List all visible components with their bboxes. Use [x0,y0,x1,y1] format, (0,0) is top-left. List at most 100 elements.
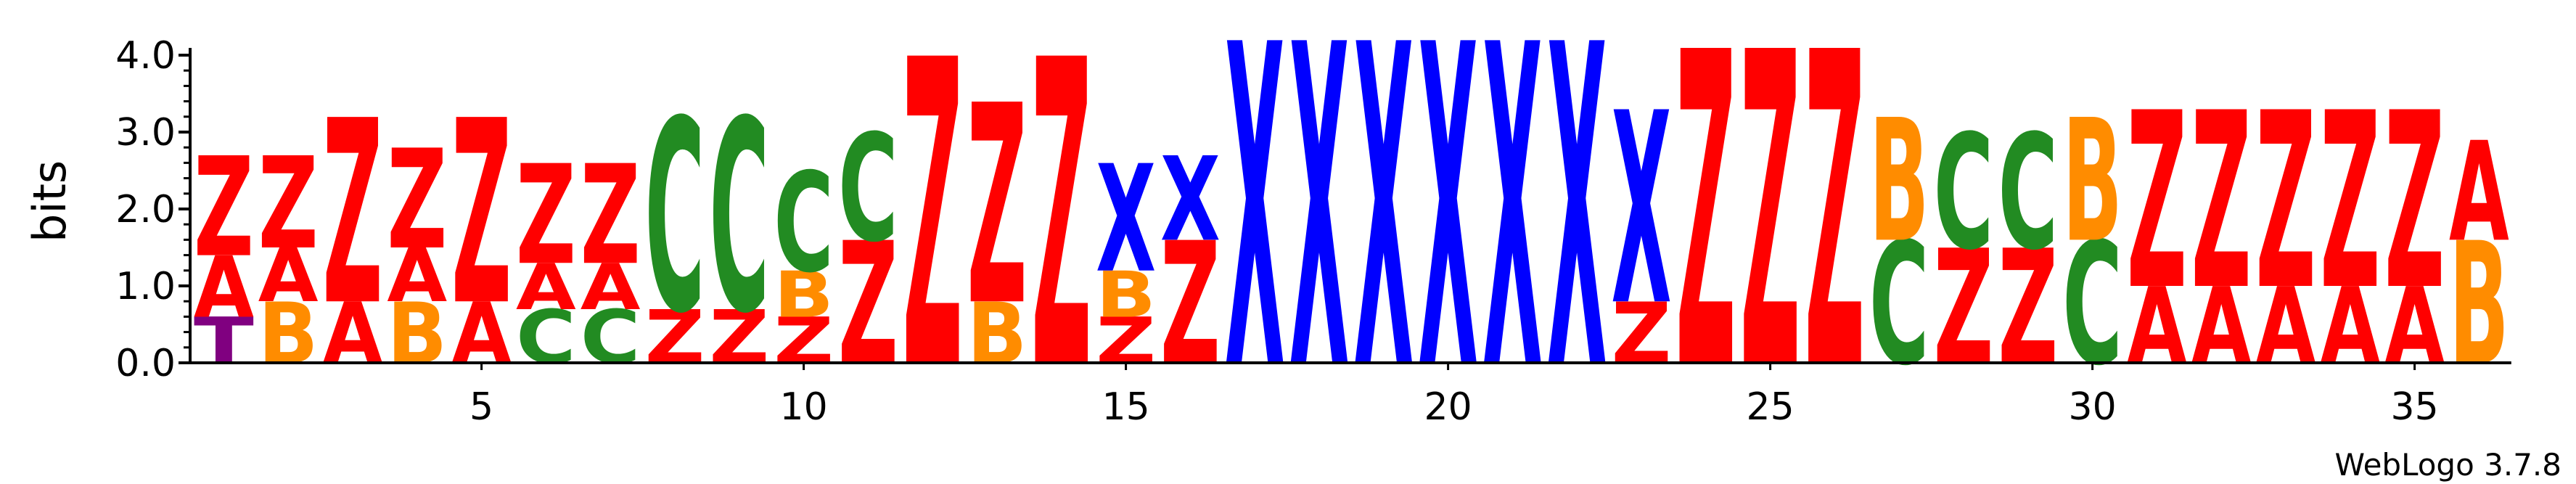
logo-letter-z: Z [387,120,447,280]
svg-text:Z: Z [2320,61,2380,343]
logo-letter-x: X [1353,0,1414,468]
logo-letter-c: C [1998,101,2058,285]
logo-letter-x: X [1289,0,1350,468]
logo-letter-z: Z [451,67,512,362]
logo-letter-z: Z [2384,61,2445,343]
logo-letter-b: B [967,285,1027,383]
logo-letter-c: C [581,295,641,380]
logo-letter-c: C [2062,207,2122,403]
logo-letter-b: B [1096,259,1156,332]
y-axis-label: bits [23,160,76,242]
logo-letter-b: B [387,285,447,383]
logo-letter-a: A [2320,266,2380,389]
logo-letter-a: A [194,239,254,337]
svg-text:Z: Z [581,136,641,295]
logo-letter-z: Z [903,0,963,462]
svg-text:C: C [581,295,641,380]
svg-text:C: C [1998,101,2058,285]
svg-text:X: X [1160,134,1221,268]
logo-letter-b: B [774,259,834,332]
logo-letter-z: Z [516,136,576,295]
svg-text:Z: Z [709,295,769,381]
logo-letter-z: Z [645,295,705,381]
svg-text:Z: Z [1675,0,1736,466]
svg-text:A: A [516,250,576,324]
logo-letter-z: Z [1805,0,1865,466]
svg-text:Z: Z [2127,61,2187,343]
logo-letter-x: X [1096,134,1156,305]
logo-letter-b: B [258,285,319,383]
logo-letter-x: X [1160,134,1221,268]
svg-text:C: C [1869,207,1929,403]
x-tick-label: 20 [1424,385,1472,429]
logo-letter-a: A [2191,266,2252,389]
svg-text:X: X [1225,0,1285,468]
svg-text:B: B [967,285,1027,383]
svg-text:Z: Z [194,128,254,287]
svg-text:Z: Z [2384,61,2445,343]
svg-text:A: A [258,233,319,319]
logo-letter-b: B [2449,207,2509,403]
svg-text:B: B [1869,83,1929,279]
svg-text:Z: Z [1934,218,1994,401]
svg-text:C: C [838,102,898,274]
svg-text:B: B [387,285,447,383]
logo-letter-b: B [1869,83,1929,279]
svg-text:A: A [194,239,254,337]
svg-text:Z: Z [2256,61,2316,343]
logo-letter-z: Z [1675,0,1736,466]
svg-text:A: A [323,285,383,383]
svg-text:X: X [1353,0,1414,468]
svg-text:Z: Z [967,47,1027,366]
svg-text:X: X [1418,0,1478,468]
logo-letter-a: A [323,285,383,383]
logo-letter-c: C [709,65,769,372]
svg-text:X: X [1547,0,1607,468]
y-tick-label: 4.0 [115,34,176,78]
logo-letter-z: Z [2256,61,2316,343]
svg-text:T: T [194,304,254,377]
y-tick-label: 2.0 [115,188,176,231]
svg-text:A: A [2127,266,2187,389]
svg-text:Z: Z [2191,61,2252,343]
svg-text:C: C [2062,207,2122,403]
svg-text:A: A [2256,266,2316,389]
svg-text:Z: Z [451,67,512,362]
svg-text:Z: Z [1805,0,1865,466]
svg-text:B: B [2449,207,2509,403]
y-tick-label: 1.0 [115,265,176,308]
logo-letter-z: Z [838,208,898,403]
logo-letter-x: X [1547,0,1607,468]
svg-text:Z: Z [838,208,898,403]
logo-letter-c: C [1934,101,1994,285]
svg-text:A: A [581,250,641,324]
logo-letter-a: A [581,250,641,324]
logo-letter-a: A [516,250,576,324]
svg-text:C: C [645,65,705,372]
x-tick-label: 35 [2391,385,2439,429]
logo-letter-z: Z [2191,61,2252,343]
svg-text:B: B [774,259,834,332]
logo-letter-c: C [516,295,576,380]
logo-letter-z: Z [1031,0,1091,462]
svg-text:C: C [774,144,834,303]
logo-letter-x: X [1418,0,1478,468]
svg-text:C: C [709,65,769,372]
logo-letter-z: Z [323,67,383,362]
logo-letter-a: A [2449,114,2509,273]
y-tick-label: 0.0 [115,342,176,385]
svg-text:A: A [2449,114,2509,273]
svg-text:Z: Z [387,120,447,280]
svg-text:A: A [2191,266,2252,389]
svg-text:Z: Z [903,0,963,462]
svg-text:Z: Z [1998,218,2058,401]
svg-text:A: A [2320,266,2380,389]
logo-letter-z: Z [1160,208,1221,403]
logo-letter-a: A [258,233,319,319]
logo-letter-c: C [774,144,834,303]
svg-text:B: B [258,285,319,383]
svg-text:B: B [2062,83,2122,279]
weblogo-version-label: WebLogo 3.7.8 [2335,447,2562,483]
